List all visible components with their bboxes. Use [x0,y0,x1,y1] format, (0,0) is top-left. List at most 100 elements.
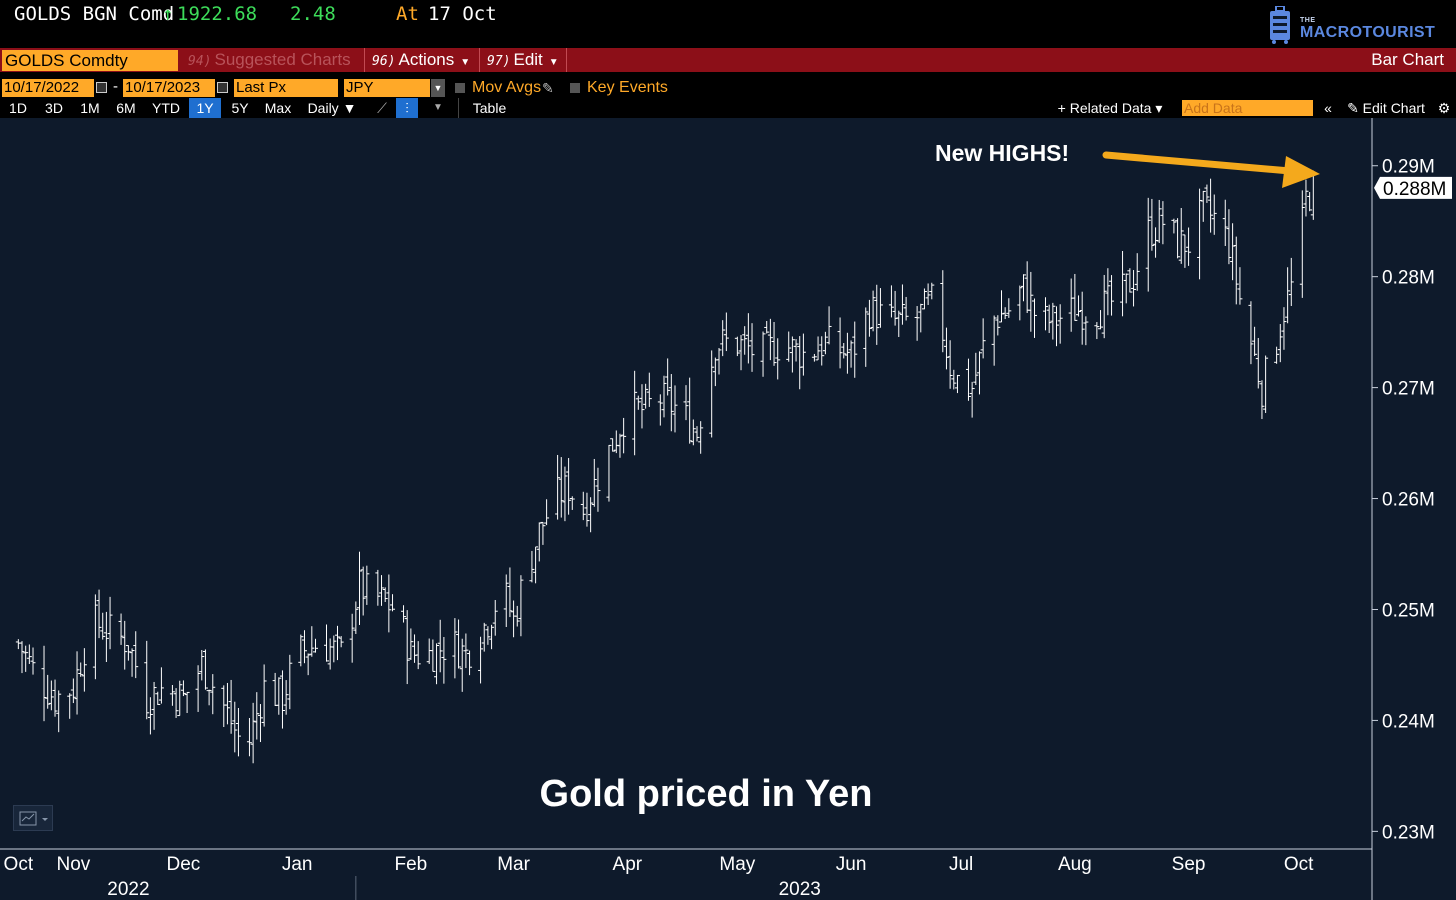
ohlc-bar [353,601,359,634]
ohlc-bar [639,384,645,429]
x-month-label: Jun [836,854,867,875]
ohlc-bar [30,647,36,675]
ohlc-bar [125,645,131,661]
ohlc-bar [734,336,740,357]
ohlc-bar [1288,257,1294,306]
ohlc-bar [877,288,883,328]
x-month-label: Oct [1284,854,1314,875]
logo-text: MACROTOURIST [1300,24,1436,41]
suggested-charts-button[interactable]: 94) Suggested Charts [182,48,365,72]
ohlc-bar [918,303,924,333]
range-6m-button[interactable]: 6M [116,100,136,116]
ohlc-bar [177,680,183,717]
ohlc-bar [1310,170,1316,220]
range-5y-button[interactable]: 5Y [231,100,249,116]
start-date-field[interactable]: 10/17/2022 [2,79,94,97]
ohlc-bar [1222,199,1228,247]
ohlc-bar [899,284,905,325]
related-data-button[interactable]: + Related Data ▾ [1057,100,1163,116]
ohlc-bar [712,357,718,387]
range-1d-button[interactable]: 1D [9,100,27,116]
currency-select[interactable]: JPY [344,79,430,97]
ohlc-bar [1303,179,1309,217]
calendar-icon[interactable] [217,82,228,93]
x-year-label: 2022 [107,879,149,900]
ohlc-bar [415,641,421,670]
ohlc-bar [826,306,832,345]
ohlc-bar [202,649,208,690]
price-field-select[interactable]: Last Px [234,79,338,97]
ohlc-bar [921,288,927,310]
chart-style-button[interactable] [13,805,53,831]
ohlc-bar [569,496,575,510]
ohlc-bar [1032,298,1038,338]
gear-icon[interactable]: ⚙ [1437,100,1451,116]
ohlc-bar [940,270,946,353]
ohlc-bar [173,688,179,718]
ohlc-bar [180,680,186,697]
ohlc-bar [228,679,234,734]
ohlc-bar [610,438,616,452]
ohlc-bar [716,348,722,375]
range-ytd-button[interactable]: YTD [152,100,180,116]
ohlc-bar [595,467,601,512]
ohlc-bar [514,605,520,627]
ohlc-bar [635,395,641,410]
ohlc-bar [1006,298,1012,318]
ohlc-bar [261,664,267,727]
range-3d-button[interactable]: 3D [45,100,63,116]
bar-chart-icon[interactable]: ⫶ [396,98,418,118]
collapse-icon[interactable]: « [1324,100,1332,116]
ohlc-bar [815,336,821,361]
ohlc-bar [764,320,770,334]
ohlc-bar [1208,178,1214,233]
calendar-icon[interactable] [96,82,107,93]
ohlc-bar [954,374,960,394]
ohlc-bar [1299,190,1305,298]
mov-avgs-checkbox[interactable] [455,83,465,93]
frequency-dropdown[interactable]: Daily ▼ [307,100,357,116]
ohlc-bar [819,336,825,366]
ohlc-bar [349,613,355,663]
y-tick-label: 0.24M [1382,711,1435,732]
ohlc-bar [995,315,1001,336]
ohlc-bar [969,381,975,418]
ohlc-bar [841,343,847,359]
range-max-button[interactable]: Max [264,100,292,116]
ohlc-bar [1083,316,1089,346]
pencil-icon[interactable]: ✎ [542,80,554,96]
mov-avgs-label[interactable]: Mov Avgs [472,79,542,96]
range-1y-button[interactable]: 1Y [189,98,221,118]
ohlc-bar [323,624,329,662]
x-month-label: Jul [949,854,973,875]
ohlc-bar [41,645,47,722]
ohlc-bar [151,681,157,730]
ohlc-bar [1197,188,1203,280]
add-data-input[interactable]: Add Data [1182,100,1313,116]
ohlc-bar [492,599,498,636]
dropdown-arrow-icon[interactable]: ▼ [431,79,445,97]
ohlc-bar [980,318,986,359]
table-button[interactable]: Table [458,98,520,118]
key-events-label[interactable]: Key Events [587,79,668,96]
actions-menu-button[interactable]: 96) Actions ▼ [366,48,480,72]
key-events-checkbox[interactable] [570,83,580,93]
menu-bar: GOLDS Comdty 94) Suggested Charts 96) Acti… [0,48,1456,72]
ohlc-bar [874,284,880,345]
edit-menu-button[interactable]: 97) Edit ▼ [481,48,567,72]
line-chart-icon[interactable]: ⟋ [377,100,387,116]
ohlc-bar [1171,218,1177,234]
ticker-header: GOLDS BGN Comd ↑ 1922.68 2.48 At 17 Oct … [0,0,1456,48]
ohlc-bar [1281,307,1287,350]
end-date-field[interactable]: 10/17/2023 [123,79,215,97]
ohlc-bar [863,307,869,367]
ohlc-bar [379,575,385,606]
range-1m-button[interactable]: 1M [80,100,100,116]
annotation-arrow [1102,151,1320,188]
edit-chart-button[interactable]: ✎ Edit Chart [1347,100,1425,116]
ohlc-bar [507,567,513,618]
security-field[interactable]: GOLDS Comdty [2,50,178,71]
ohlc-bar [1255,337,1261,389]
ohlc-bar [1002,307,1008,320]
chevron-down-icon[interactable]: ▼ [433,102,443,113]
